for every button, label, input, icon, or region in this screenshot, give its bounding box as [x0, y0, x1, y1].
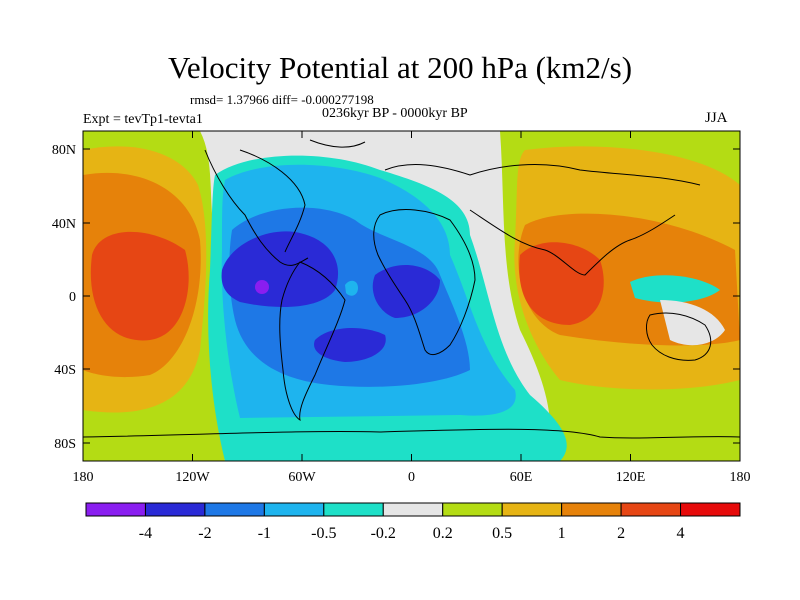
- colorbar-swatch: [620, 502, 682, 517]
- lat-label: 40N: [52, 217, 76, 232]
- field-indonesia-teal: [630, 275, 720, 303]
- colorbar-swatch: [144, 502, 206, 517]
- coast-asia-south: [469, 209, 676, 276]
- latitude-axis: 80N 40N 0 40S 80S: [52, 143, 740, 452]
- colorbar-swatch: [263, 502, 325, 517]
- field-indonesia-gray: [660, 300, 725, 346]
- coast-africa: [373, 209, 476, 356]
- colorbar-label: 2: [617, 525, 625, 542]
- colorbar-swatch: [323, 502, 384, 517]
- longitude-axis: 180 120W 60W 0 60E 120E 180: [73, 131, 751, 485]
- field-east-red: [519, 242, 604, 325]
- colorbar-swatch: [561, 502, 622, 517]
- colorbar-label: -0.5: [311, 525, 336, 542]
- colorbar-label: 0.5: [492, 525, 512, 542]
- coast-north-america-east: [239, 149, 306, 253]
- lon-label: 60E: [510, 470, 533, 485]
- lat-label: 80S: [54, 437, 76, 452]
- lon-label: 120W: [175, 470, 210, 485]
- lat-label: 0: [69, 290, 76, 305]
- field-small-cyan: [345, 280, 358, 296]
- field-minimum-core: [255, 280, 269, 294]
- colorbar-label: -4: [139, 525, 152, 542]
- colorbar-label: -1: [258, 525, 271, 542]
- colorbar-label: 0.2: [433, 525, 453, 542]
- lat-label: 80N: [52, 143, 76, 158]
- contour-field: [83, 131, 740, 461]
- field-minimum-africa: [372, 264, 440, 318]
- season-label: JJA: [705, 110, 728, 126]
- coast-south-america: [279, 261, 346, 422]
- field-pacific-red: [90, 231, 189, 341]
- coast-greenland: [309, 139, 366, 148]
- experiment-label: Expt = tevTp1-tevta1: [83, 112, 203, 127]
- stats-text: rmsd= 1.37966 diff= -0.000277198: [190, 92, 374, 107]
- colorbar-swatch: [680, 502, 741, 517]
- colorbar-swatch: [382, 502, 444, 517]
- colorbar: -4 -2 -1 -0.5 -0.2 0.2 0.5 1 2 4: [85, 502, 741, 542]
- coast-north-america-west: [204, 149, 309, 266]
- colorbar-swatch: [501, 502, 563, 517]
- lon-label: 180: [73, 470, 94, 485]
- lon-label: 60W: [288, 470, 316, 485]
- period-text: 0236kyr BP - 0000kyr BP: [322, 106, 468, 121]
- field-minimum-west: [221, 231, 339, 307]
- lon-label: 120E: [616, 470, 646, 485]
- coast-eurasia-north: [384, 164, 701, 186]
- coast-antarctica: [83, 428, 740, 439]
- colorbar-label: -0.2: [371, 525, 396, 542]
- colorbar-label: 1: [558, 525, 566, 542]
- colorbar-swatch: [204, 502, 265, 517]
- colorbar-label: -2: [198, 525, 211, 542]
- lon-label: 0: [408, 470, 415, 485]
- coast-australia: [646, 312, 712, 361]
- colorbar-swatch: [85, 502, 146, 517]
- colorbar-label: 4: [677, 525, 685, 542]
- map-title: Velocity Potential at 200 hPa (km2/s): [167, 50, 633, 85]
- lon-label: 180: [730, 470, 751, 485]
- lat-label: 40S: [54, 363, 76, 378]
- coastlines: [83, 139, 740, 439]
- colorbar-swatch: [442, 502, 503, 517]
